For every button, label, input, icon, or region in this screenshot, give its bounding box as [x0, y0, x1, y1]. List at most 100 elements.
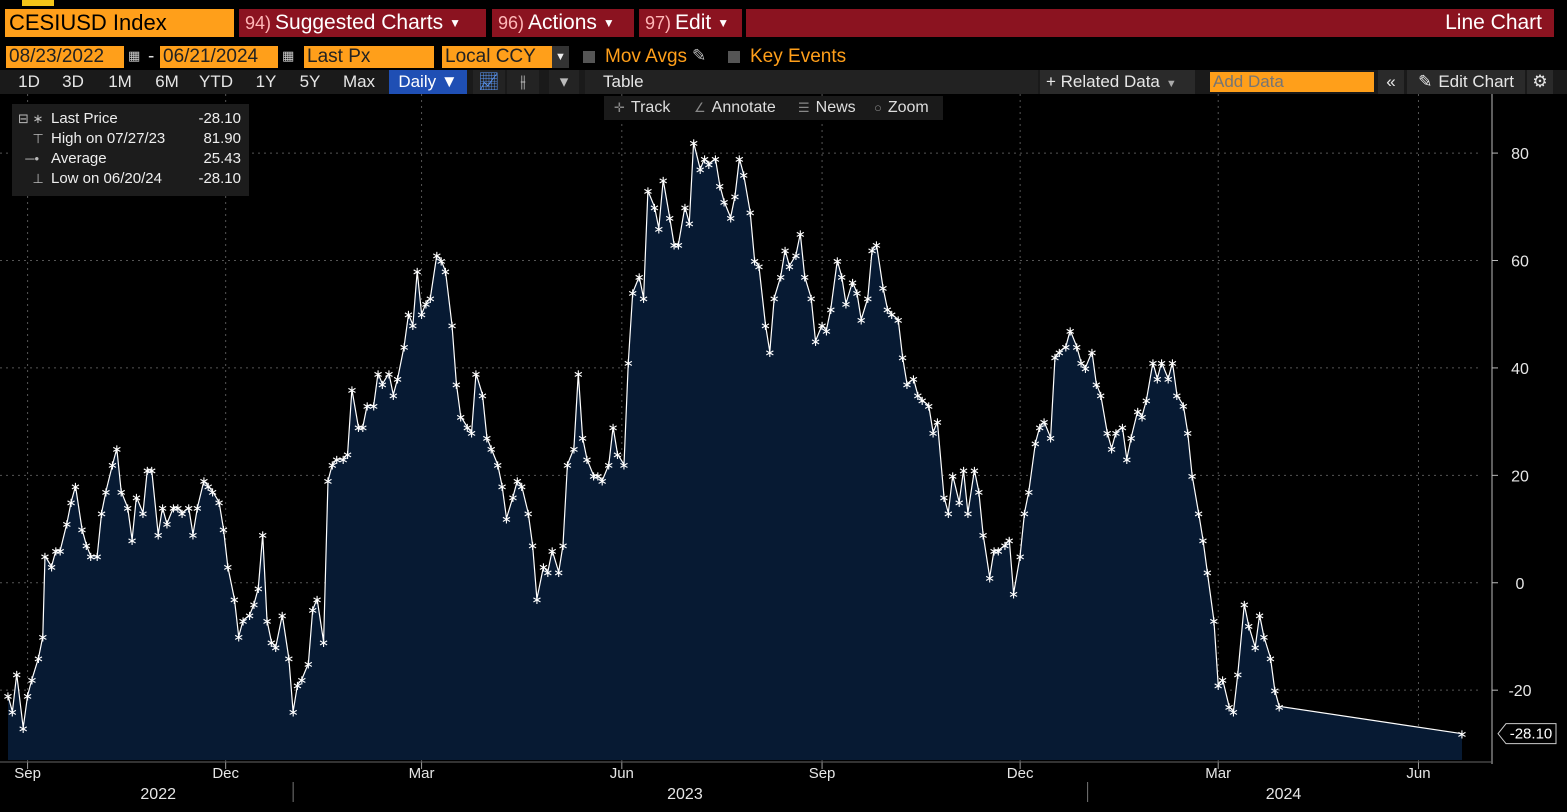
collapse-button[interactable]: «: [1378, 70, 1404, 94]
data-point-marker: ∗: [283, 652, 294, 667]
tab-1d[interactable]: 1D: [18, 72, 40, 91]
data-point-marker: ∗: [679, 201, 690, 216]
key-events-checkbox[interactable]: [728, 51, 740, 63]
price-chart[interactable]: ∗ ∗ ∗ ∗ ∗ ∗ ∗ ∗ ∗ ∗ ∗ ∗ ∗ ∗ ∗ ∗ ∗ ∗ ∗ ∗ ∗ ∗ ∗ ∗ ∗ ∗ ∗ ∗ ∗ ∗ ∗ ∗ ∗ ∗ ∗ ∗ ∗ ∗ ∗ ∗…: [0, 94, 1567, 812]
data-point-marker: ∗: [392, 373, 403, 388]
tab-max[interactable]: Max: [342, 72, 376, 91]
y-tick-label: 80: [1511, 146, 1529, 163]
data-point-marker: ∗: [902, 378, 913, 393]
data-point-marker: ∗: [851, 287, 862, 302]
data-point-marker: ∗: [871, 238, 882, 253]
mov-avgs-label[interactable]: Mov Avgs: [605, 46, 688, 67]
menu-number: 97): [645, 13, 672, 33]
y-tick-label: 20: [1511, 468, 1529, 485]
suggested-charts-menu[interactable]: 94) Suggested Charts ▼: [239, 9, 486, 37]
calendar-icon[interactable]: ▦: [282, 48, 295, 63]
field-selector[interactable]: Last Px: [304, 46, 434, 68]
data-point-marker: ∗: [1060, 340, 1071, 355]
annotate-tool[interactable]: ∠ Annotate: [694, 96, 776, 120]
data-point-marker: ∗: [172, 502, 183, 517]
tab-ytd[interactable]: YTD: [199, 72, 233, 91]
data-point-marker: ∗: [893, 314, 904, 329]
data-point-marker: ∗: [738, 169, 749, 184]
data-point-marker: ∗: [262, 614, 273, 629]
data-point-marker: ∗: [1117, 421, 1128, 436]
data-point-marker: ∗: [131, 491, 142, 506]
start-date-field[interactable]: 08/23/2022: [6, 46, 124, 68]
view-title: Line Chart: [1445, 11, 1542, 34]
chevron-down-icon: ▼: [717, 16, 730, 30]
data-point-marker: ∗: [821, 324, 832, 339]
data-point-marker: ∗: [327, 459, 338, 474]
data-point-marker: ∗: [399, 340, 410, 355]
frequency-dropdown[interactable]: Daily ▼: [389, 70, 467, 94]
data-point-marker: ∗: [954, 496, 965, 511]
data-point-marker: ∗: [277, 609, 288, 624]
data-point-marker: ∗: [523, 507, 534, 522]
table-button[interactable]: Table: [585, 70, 1038, 94]
data-point-marker: ∗: [1004, 534, 1015, 549]
data-point-marker: ∗: [1156, 357, 1167, 372]
y-tick-label: 0: [1516, 576, 1525, 593]
candlestick-icon[interactable]: ⫲: [507, 70, 539, 94]
data-point-marker: ∗: [1071, 340, 1082, 355]
data-point-marker: ∗: [33, 652, 44, 667]
y-tick-label: 60: [1511, 254, 1529, 271]
y-tick-label: -20: [1508, 683, 1531, 700]
news-tool[interactable]: ☰ News: [798, 96, 856, 120]
data-point-marker: ∗: [1076, 357, 1087, 372]
data-point-marker: ∗: [214, 496, 225, 511]
mov-avgs-checkbox[interactable]: [583, 51, 595, 63]
legend-collapse-icon[interactable]: ⊟ ∗: [18, 111, 44, 126]
data-point-marker: ∗: [908, 373, 919, 388]
data-point-marker: ∗: [307, 604, 318, 619]
data-point-marker: ∗: [100, 485, 111, 500]
data-point-marker: ∗: [562, 459, 573, 474]
gear-icon[interactable]: ⚙: [1527, 70, 1553, 94]
data-point-marker: ∗: [1208, 614, 1219, 629]
data-point-marker: ∗: [749, 255, 760, 270]
date-separator: -: [148, 46, 155, 67]
tab-3d[interactable]: 3D: [62, 72, 84, 91]
data-point-marker: ∗: [588, 469, 599, 484]
tab-1m[interactable]: 1M: [108, 72, 132, 91]
chevron-down-icon[interactable]: ▾: [549, 70, 579, 94]
key-events-label[interactable]: Key Events: [750, 46, 847, 67]
currency-selector[interactable]: Local CCY: [442, 46, 552, 68]
track-tool[interactable]: ✛ Track: [614, 96, 670, 120]
data-point-marker: ∗: [1228, 706, 1239, 721]
data-point-marker: ∗: [362, 400, 373, 415]
ticker-field[interactable]: CESIUSD Index: [5, 9, 234, 37]
edit-chart-button[interactable]: ✎ Edit Chart: [1407, 70, 1525, 94]
data-point-marker: ∗: [725, 212, 736, 227]
series-markers: ∗ ∗ ∗ ∗ ∗ ∗ ∗ ∗ ∗ ∗ ∗ ∗ ∗ ∗ ∗ ∗ ∗ ∗ ∗ ∗ ∗ ∗ ∗ ∗ ∗ ∗ ∗ ∗ ∗ ∗ ∗ ∗ ∗ ∗ ∗ ∗ ∗ ∗ ∗ ∗…: [3, 136, 1468, 742]
data-point-marker: ∗: [142, 464, 153, 479]
chevron-down-icon[interactable]: ▼: [552, 46, 569, 68]
calendar-icon[interactable]: ▦: [128, 48, 141, 63]
tab-1y[interactable]: 1Y: [255, 72, 277, 91]
zoom-tool[interactable]: ○ Zoom: [874, 96, 929, 120]
line-chart-icon[interactable]: 📈︎: [473, 70, 505, 94]
data-point-marker: ∗: [999, 539, 1010, 554]
actions-menu[interactable]: 96) Actions ▼: [492, 9, 634, 37]
x-tick-label: Mar: [409, 765, 435, 782]
data-point-marker: ∗: [471, 367, 482, 382]
edit-menu[interactable]: 97) Edit ▼: [639, 9, 742, 37]
data-point-marker: ∗: [18, 722, 29, 737]
add-data-input[interactable]: [1210, 72, 1374, 92]
data-point-marker: ∗: [638, 292, 649, 307]
data-point-marker: ∗: [96, 507, 107, 522]
pencil-icon[interactable]: ✎: [692, 46, 707, 65]
annotate-label: Annotate: [711, 99, 776, 116]
data-point-marker: ∗: [1152, 373, 1163, 388]
data-point-marker: ∗: [122, 502, 133, 517]
tab-6m[interactable]: 6M: [155, 72, 179, 91]
data-point-marker: ∗: [1087, 346, 1098, 361]
tab-5y[interactable]: 5Y: [299, 72, 321, 91]
end-date-field[interactable]: 06/21/2024: [160, 46, 278, 68]
data-point-marker: ∗: [841, 297, 852, 312]
data-point-marker: ∗: [77, 523, 88, 538]
chevron-down-icon: ▼: [449, 16, 462, 30]
related-data-button[interactable]: + Related Data ▼: [1040, 70, 1195, 94]
data-point-marker: ∗: [1091, 378, 1102, 393]
